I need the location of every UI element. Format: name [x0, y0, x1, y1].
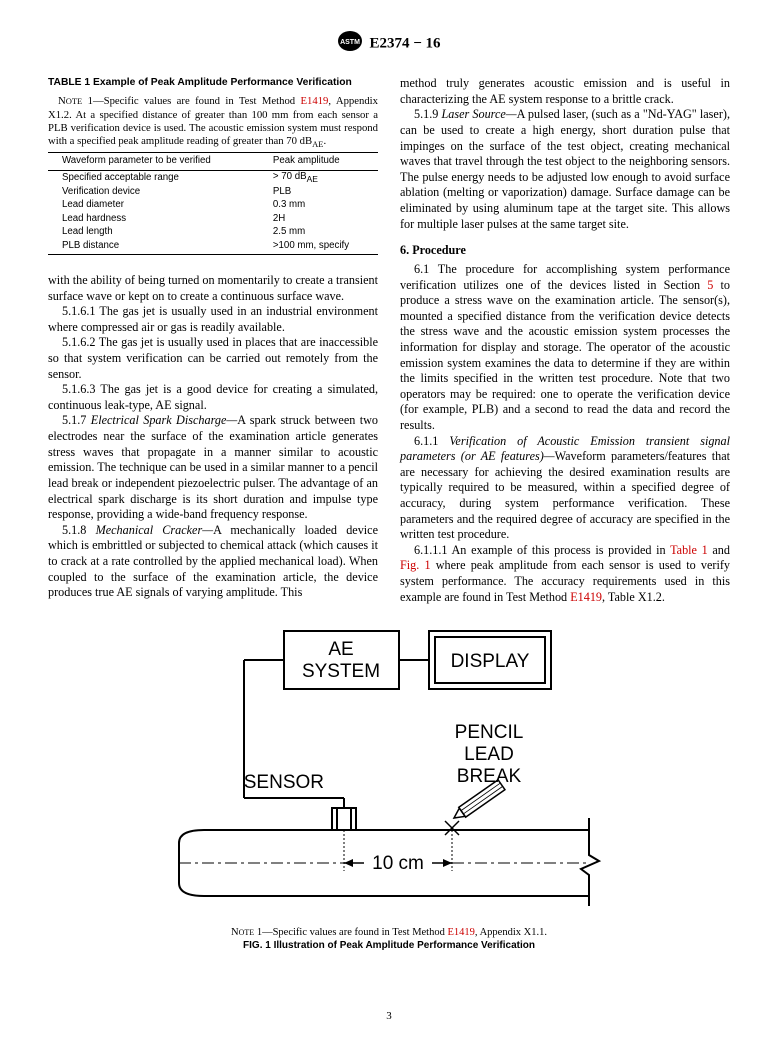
svg-text:ASTM: ASTM: [341, 39, 361, 46]
link-fig1[interactable]: Fig. 1: [400, 558, 431, 572]
para-5162: 5.1.6.2 The gas jet is usually used in p…: [48, 335, 378, 382]
doc-number: E2374 − 16: [369, 36, 440, 52]
svg-text:AE: AE: [328, 639, 353, 660]
para-518-cont: method truly generates acoustic emission…: [400, 76, 730, 107]
svg-text:SYSTEM: SYSTEM: [302, 661, 380, 682]
svg-text:BREAK: BREAK: [457, 766, 522, 787]
astm-logo: ASTM: [337, 30, 363, 58]
two-column-content: TABLE 1 Example of Peak Amplitude Perfor…: [48, 76, 730, 605]
svg-text:SENSOR: SENSOR: [244, 772, 324, 793]
para-61: 6.1 The procedure for accomplishing syst…: [400, 262, 730, 434]
link-e1419-fig[interactable]: E1419: [447, 927, 474, 938]
svg-text:LEAD: LEAD: [464, 744, 514, 765]
link-e1419-b[interactable]: E1419: [570, 590, 602, 604]
table-row: Lead diameter0.3 mm: [48, 199, 378, 212]
left-column: TABLE 1 Example of Peak Amplitude Perfor…: [48, 76, 378, 605]
svg-text:10 cm: 10 cm: [372, 853, 424, 874]
table-row: Waveform parameter to be verifiedPeak am…: [48, 153, 378, 170]
svg-text:DISPLAY: DISPLAY: [451, 651, 530, 672]
para-518: 5.1.8 Mechanical Cracker—A mechanically …: [48, 523, 378, 601]
para-519: 5.1.9 Laser Source—A pulsed laser, (such…: [400, 107, 730, 232]
para-5163: 5.1.6.3 The gas jet is a good device for…: [48, 382, 378, 413]
para-5161: 5.1.6.1 The gas jet is usually used in a…: [48, 304, 378, 335]
table-row: Verification devicePLB: [48, 185, 378, 198]
para-intro: with the ability of being turned on mome…: [48, 273, 378, 304]
para-6111: 6.1.1.1 An example of this process is pr…: [400, 543, 730, 605]
figure-1-caption: NOTE 1—Specific values are found in Test…: [48, 926, 730, 953]
table1-title: TABLE 1 Example of Peak Amplitude Perfor…: [48, 76, 378, 89]
table-row: Lead length2.5 mm: [48, 226, 378, 239]
svg-text:PENCIL: PENCIL: [455, 722, 524, 743]
doc-header: ASTM E2374 − 16: [48, 30, 730, 58]
table-row: PLB distance>100 mm, specify: [48, 239, 378, 254]
table1-note: NOTE 1—Specific values are found in Test…: [48, 95, 378, 150]
section-6-heading: 6. Procedure: [400, 243, 730, 259]
figure-1: AE SYSTEM DISPLAY SENSOR PENCIL LEAD BRE…: [48, 623, 730, 953]
page-number: 3: [0, 1009, 778, 1023]
table-row: Specified acceptable range> 70 dBAE: [48, 170, 378, 185]
right-column: method truly generates acoustic emission…: [400, 76, 730, 605]
table1: Waveform parameter to be verifiedPeak am…: [48, 152, 378, 255]
para-517: 5.1.7 Electrical Spark Discharge—A spark…: [48, 413, 378, 522]
para-611: 6.1.1 Verification of Acoustic Emission …: [400, 434, 730, 543]
table-row: Lead hardness2H: [48, 212, 378, 225]
link-e1419[interactable]: E1419: [301, 95, 329, 107]
figure-1-svg: AE SYSTEM DISPLAY SENSOR PENCIL LEAD BRE…: [149, 623, 629, 913]
link-table1[interactable]: Table 1: [670, 543, 708, 557]
